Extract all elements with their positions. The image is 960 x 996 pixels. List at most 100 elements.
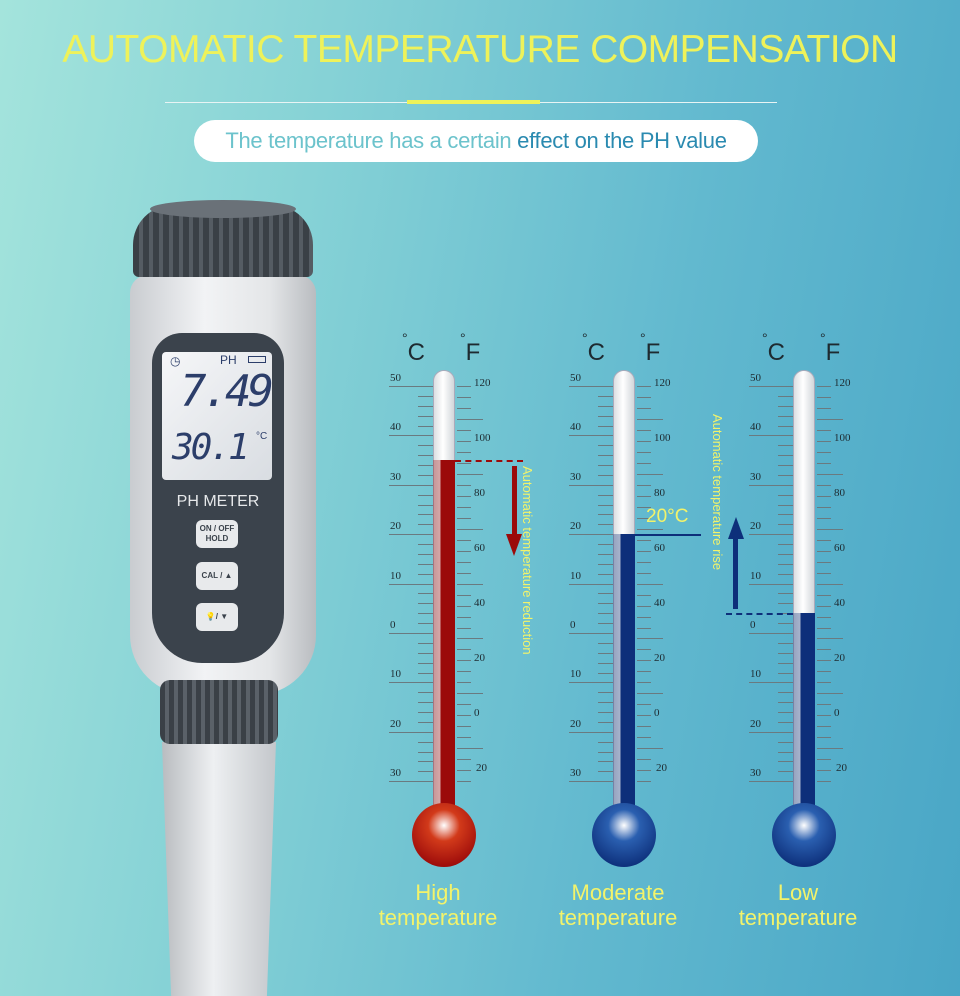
caption-line1: Low [777,880,819,905]
celsius-tick [598,603,613,605]
lcd-display: ◷ PH 7.49 30.1 °C [162,352,274,480]
light-down-button[interactable]: 💡/ ▼ [196,603,238,631]
fahrenheit-tick [457,396,471,398]
fahrenheit-tick [457,770,471,772]
fahrenheit-tick [817,781,831,783]
celsius-tick [418,662,433,664]
fahrenheit-tick-label: 80 [474,487,485,500]
thermometer-caption: High temperature [338,880,538,930]
fahrenheit-tick [817,462,831,464]
celsius-unit-text: C [407,339,425,366]
fahrenheit-tick [457,726,471,728]
fahrenheit-tick-label: 100 [654,432,671,445]
fahrenheit-tick-label: 80 [654,487,665,500]
device-brand: PH METER [176,493,260,510]
fahrenheit-tick [637,726,651,728]
celsius-tick [598,702,613,704]
fahrenheit-tick [817,550,831,552]
celsius-tick [598,405,613,407]
celsius-tick [598,494,613,496]
fahrenheit-tick [457,715,471,717]
subtitle-part2: effect on the PH value [517,128,727,153]
fahrenheit-tick [817,605,831,607]
fahrenheit-tick [817,495,831,497]
arrow-up-icon [733,537,738,610]
fahrenheit-tick [457,528,483,530]
celsius-tick [598,455,613,457]
fahrenheit-tick [637,506,651,508]
fahrenheit-unit: °F [820,330,841,366]
celsius-tick-label: 30 [390,767,401,780]
fahrenheit-tick-label: 20 [834,651,845,664]
celsius-tick [598,741,613,743]
fahrenheit-tick [817,396,831,398]
celsius-tick [778,563,793,565]
fahrenheit-tick [457,561,471,563]
celsius-tick-label: 10 [750,569,761,582]
fahrenheit-tick [457,506,471,508]
celsius-tick-label: 30 [750,767,761,780]
celsius-tick [778,544,793,546]
celsius-tick [418,514,433,516]
fahrenheit-tick [817,528,843,530]
fahrenheit-tick [457,572,471,574]
cal-up-button[interactable]: CAL / ▲ [196,562,238,590]
celsius-tick [778,751,793,753]
celsius-tick-label: 10 [750,668,761,681]
celsius-tick [598,761,613,763]
celsius-tick [598,395,613,397]
fahrenheit-tick [457,484,471,486]
fahrenheit-tick [457,473,483,475]
on-off-hold-button[interactable]: ON / OFF HOLD [196,520,238,548]
celsius-tick [389,682,433,684]
fahrenheit-tick [637,671,651,673]
fahrenheit-tick-label: 20 [474,651,485,664]
thermometer-bulb [772,803,836,867]
celsius-tick [778,465,793,467]
fahrenheit-tick-label: 0 [654,706,660,719]
caption-line2: temperature [738,905,858,930]
annotation-text: Automatic temperature rise [710,414,725,571]
celsius-tick-label: 50 [390,372,401,384]
fahrenheit-tick-label: 120 [474,377,491,390]
thermometer-caption: Low temperature [698,880,898,930]
celsius-tick [598,563,613,565]
fahrenheit-tick [457,737,471,739]
celsius-tick [598,553,613,555]
fahrenheit-tick [457,781,471,783]
celsius-tick-label: 10 [570,569,581,582]
celsius-tick [569,781,613,783]
celsius-tick [749,633,793,634]
celsius-tick [778,395,793,397]
celsius-tick [389,484,433,486]
celsius-tick [598,474,613,476]
fahrenheit-tick [637,594,651,596]
fahrenheit-tick [637,649,651,651]
fahrenheit-tick [457,682,471,684]
celsius-tick-label: 30 [570,767,581,780]
celsius-tick-label: 10 [390,668,401,681]
celsius-tick [418,692,433,694]
fahrenheit-tick-label: 100 [474,432,491,445]
celsius-tick [418,455,433,457]
celsius-tick [418,425,433,427]
annotation-text: Automatic temperature reduction [520,466,535,655]
celsius-tick [778,573,793,575]
celsius-tick [598,544,613,546]
celsius-tick [569,731,613,733]
celsius-unit: °C [582,330,605,366]
fahrenheit-tick-label: 60 [474,542,485,555]
fahrenheit-tick [457,616,471,618]
celsius-tick [778,741,793,743]
celsius-tick [418,563,433,565]
celsius-tick [749,781,793,783]
thermometer-bulb [412,803,476,867]
level-marker-label: 20°C [646,506,689,528]
fahrenheit-tick [457,517,471,519]
celsius-tick [778,623,793,625]
fahrenheit-tick-label: 40 [834,597,845,610]
celsius-tick [778,494,793,496]
fahrenheit-tick [457,407,471,409]
device-probe [162,742,276,996]
fahrenheit-tick-label: 20 [654,651,665,664]
